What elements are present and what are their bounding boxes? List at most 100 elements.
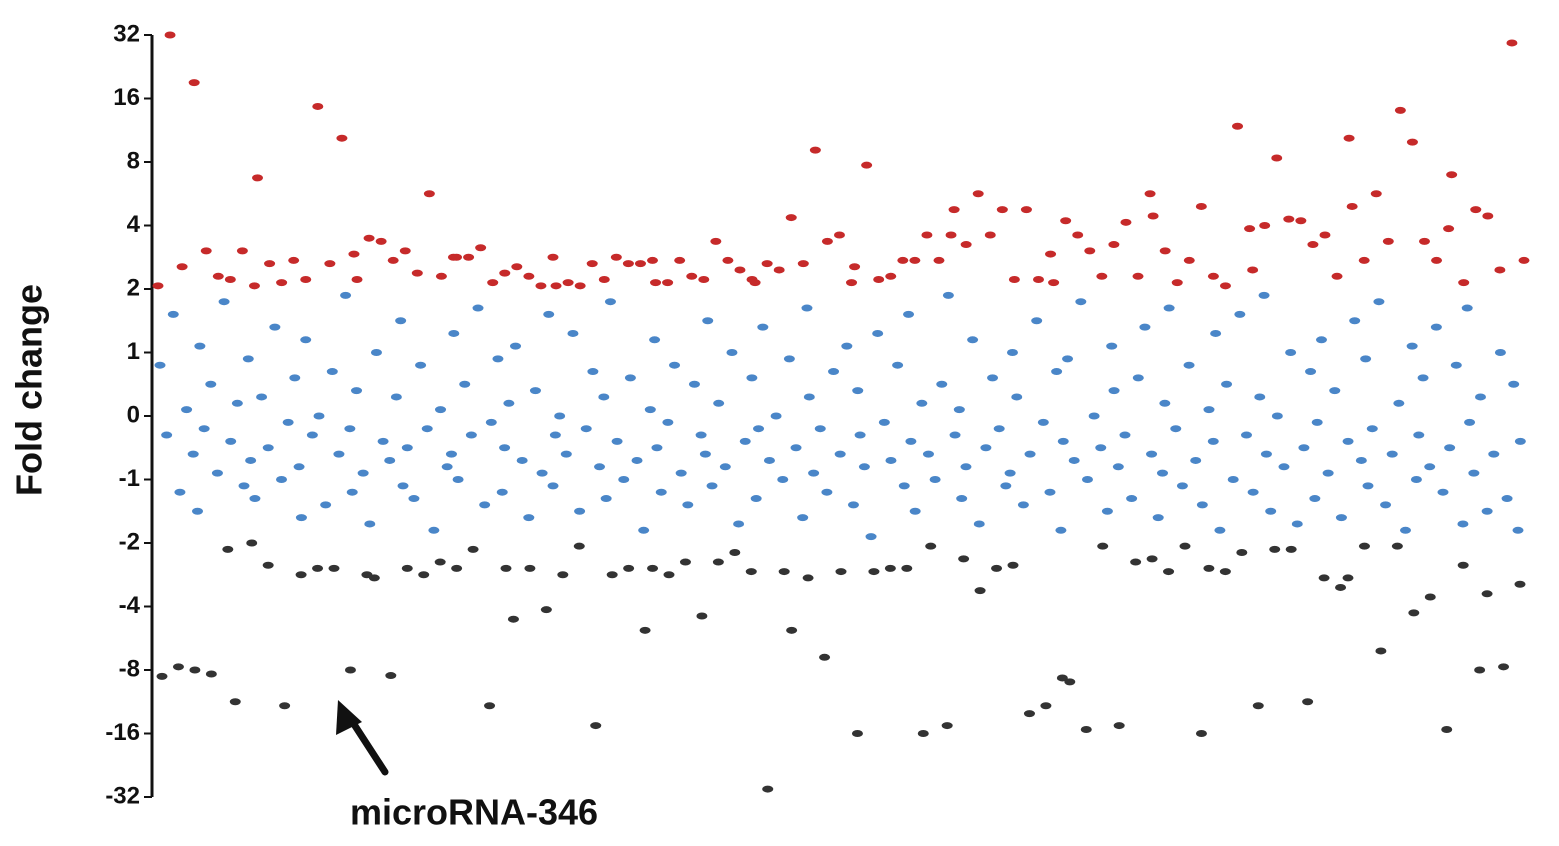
data-point [1252,702,1264,710]
data-point [682,501,694,509]
data-point [560,450,572,458]
data-point [245,456,257,464]
data-point [698,275,710,283]
data-point [1004,469,1016,477]
data-point [1234,310,1246,318]
data-point [1037,418,1049,426]
data-point [418,571,430,579]
data-point [801,304,813,312]
data-point [1322,469,1334,477]
data-point [996,206,1008,214]
data-point [573,542,585,550]
data-point [873,275,885,283]
data-point [1298,444,1310,452]
data-point [948,206,960,214]
data-point [1370,190,1382,198]
data-point [451,253,463,261]
data-point [441,463,453,471]
data-point [1498,663,1510,671]
data-point [387,256,399,264]
data-point [972,190,984,198]
data-point [865,533,877,541]
data-point [1146,555,1158,563]
data-point [229,698,241,706]
data-point [1044,488,1056,496]
data-point [224,275,236,283]
data-point [368,574,380,582]
data-point [1219,568,1231,576]
data-point [1227,476,1239,483]
data-point [1254,393,1266,401]
data-point [600,495,612,503]
data-point [363,234,375,242]
data-point [936,380,948,388]
data-point [846,279,858,287]
data-point [1481,590,1493,598]
data-point [783,355,795,363]
data-point [1170,425,1182,433]
data-point [650,279,662,287]
data-point [176,263,188,271]
data-point [256,393,268,401]
data-point [1406,342,1418,350]
data-point [1494,349,1506,356]
data-point [1176,482,1188,490]
data-point [485,418,497,426]
data-point [554,412,566,420]
data-point [662,418,674,426]
data-point [499,444,511,452]
data-point [892,361,904,369]
data-point [773,266,785,274]
data-point [472,304,484,312]
data-point [739,437,751,445]
data-point [1084,247,1096,255]
data-point [1399,526,1411,534]
data-point [803,393,815,401]
data-point [1095,444,1107,452]
data-point [1240,431,1252,439]
data-point [246,539,258,547]
data-point [574,282,586,290]
data-point [669,361,681,369]
data-point [205,380,217,388]
data-point [1195,202,1207,210]
data-point [710,237,722,245]
data-point [1410,476,1422,483]
data-point [401,444,413,452]
data-point [1048,279,1060,287]
data-point [1214,526,1226,534]
data-point [1057,437,1069,445]
data-point [872,329,884,337]
data-point [492,355,504,363]
data-point [945,231,957,239]
y-tick-label: -4 [119,592,141,619]
data-point [435,272,447,280]
data-point [289,374,301,382]
data-point [1183,361,1195,369]
data-point [1461,304,1473,312]
data-point [1072,231,1084,239]
data-point [279,702,291,710]
data-point [1437,488,1449,496]
data-point [849,263,861,271]
data-point [956,495,968,503]
data-point [529,387,541,395]
data-point [395,317,407,325]
data-point [421,425,433,433]
data-point [980,444,992,452]
data-point [1391,542,1403,550]
data-point [1342,437,1354,445]
data-point [1152,514,1164,522]
data-point [549,431,561,439]
data-point [1132,272,1144,280]
y-tick-label: 2 [127,274,140,301]
data-point [1020,206,1032,214]
data-point [192,507,204,515]
data-point [828,368,840,376]
y-tick-label: 8 [127,147,140,174]
data-point [973,520,985,528]
data-point [547,482,559,490]
data-point [1331,272,1343,280]
data-point [225,437,237,445]
data-point [1431,256,1443,264]
